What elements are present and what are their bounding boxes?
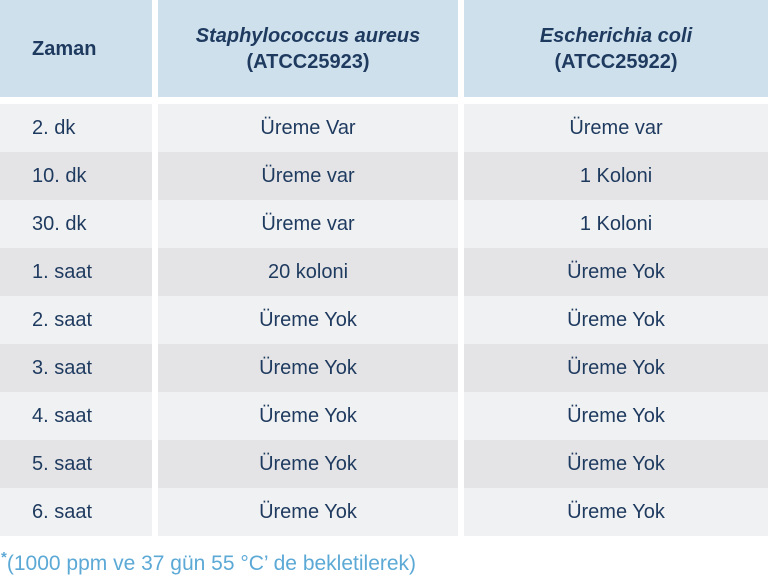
table-row: 4. saat Üreme Yok Üreme Yok bbox=[0, 392, 768, 440]
species-name-escherichia: Escherichia coli bbox=[539, 24, 693, 47]
staphylococcus-result-cell: Üreme Yok bbox=[158, 488, 458, 536]
table-row: 5. saat Üreme Yok Üreme Yok bbox=[0, 440, 768, 488]
time-cell: 30. dk bbox=[0, 200, 152, 248]
footnote: *(1000 ppm ve 37 gün 55 °C’ de bekletile… bbox=[0, 549, 768, 579]
table-row: 6. saat Üreme Yok Üreme Yok bbox=[0, 488, 768, 536]
table-row: 30. dk Üreme var 1 Koloni bbox=[0, 200, 768, 248]
escherichia-result-cell: Üreme Yok bbox=[464, 488, 768, 536]
time-cell: 4. saat bbox=[0, 392, 152, 440]
table-row: 2. dk Üreme Var Üreme var bbox=[0, 104, 768, 152]
table-header-row: Zaman Staphylococcus aureus (ATCC25923) … bbox=[0, 0, 768, 97]
time-cell: 1. saat bbox=[0, 248, 152, 296]
escherichia-result-cell: Üreme var bbox=[464, 104, 768, 152]
table-row: 2. saat Üreme Yok Üreme Yok bbox=[0, 296, 768, 344]
species-name-staphylococcus: Staphylococcus aureus bbox=[195, 24, 421, 47]
staphylococcus-result-cell: Üreme Yok bbox=[158, 392, 458, 440]
escherichia-result-cell: Üreme Yok bbox=[464, 392, 768, 440]
staphylococcus-result-cell: Üreme Yok bbox=[158, 440, 458, 488]
header-cell-staphylococcus: Staphylococcus aureus (ATCC25923) bbox=[158, 0, 458, 97]
time-cell: 5. saat bbox=[0, 440, 152, 488]
time-cell: 6. saat bbox=[0, 488, 152, 536]
footnote-text: (1000 ppm ve 37 gün 55 °C’ de bekletiler… bbox=[6, 552, 417, 575]
staphylococcus-result-cell: Üreme Var bbox=[158, 104, 458, 152]
table-row: 10. dk Üreme var 1 Koloni bbox=[0, 152, 768, 200]
staphylococcus-result-cell: Üreme Yok bbox=[158, 296, 458, 344]
time-cell: 3. saat bbox=[0, 344, 152, 392]
time-cell: 10. dk bbox=[0, 152, 152, 200]
escherichia-result-cell: 1 Koloni bbox=[464, 200, 768, 248]
header-label-zaman: Zaman bbox=[32, 37, 97, 60]
escherichia-result-cell: Üreme Yok bbox=[464, 296, 768, 344]
strain-code-atcc25923: (ATCC25923) bbox=[246, 50, 370, 73]
staphylococcus-result-cell: Üreme var bbox=[158, 200, 458, 248]
escherichia-result-cell: Üreme Yok bbox=[464, 440, 768, 488]
escherichia-result-cell: Üreme Yok bbox=[464, 248, 768, 296]
staphylococcus-result-cell: 20 koloni bbox=[158, 248, 458, 296]
escherichia-result-cell: Üreme Yok bbox=[464, 344, 768, 392]
header-cell-escherichia: Escherichia coli (ATCC25922) bbox=[464, 0, 768, 97]
escherichia-result-cell: 1 Koloni bbox=[464, 152, 768, 200]
staphylococcus-result-cell: Üreme var bbox=[158, 152, 458, 200]
strain-code-atcc25922: (ATCC25922) bbox=[554, 50, 678, 73]
staphylococcus-result-cell: Üreme Yok bbox=[158, 344, 458, 392]
time-cell: 2. dk bbox=[0, 104, 152, 152]
time-cell: 2. saat bbox=[0, 296, 152, 344]
results-table: Zaman Staphylococcus aureus (ATCC25923) … bbox=[0, 0, 768, 536]
footnote-asterisk-marker: * bbox=[1, 549, 7, 566]
table-row: 1. saat 20 koloni Üreme Yok bbox=[0, 248, 768, 296]
header-cell-zaman: Zaman bbox=[0, 0, 152, 97]
table-row: 3. saat Üreme Yok Üreme Yok bbox=[0, 344, 768, 392]
